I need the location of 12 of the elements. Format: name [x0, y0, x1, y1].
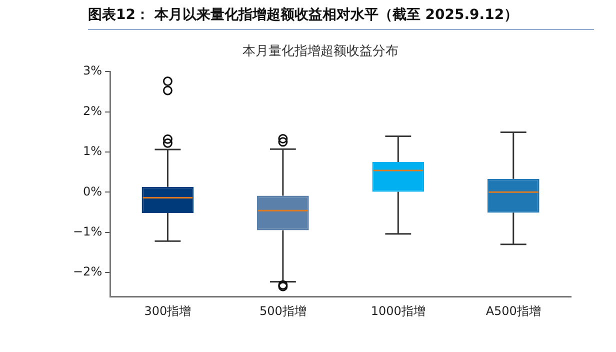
x-tick-label: 500指增	[259, 304, 306, 318]
y-tick-label: 1%	[83, 144, 102, 158]
x-tick-label: A500指增	[486, 304, 541, 318]
y-tick-label: 2%	[83, 104, 102, 118]
x-tick-label: 1000指增	[370, 304, 426, 318]
chart-subtitle: 本月量化指增超额收益分布	[242, 44, 398, 60]
x-tick-label: 300指增	[144, 304, 192, 318]
y-tick-label: −1%	[73, 224, 102, 238]
y-tick-label: 3%	[83, 64, 102, 78]
chart-title: 图表12： 本月以来量化指增超额收益相对水平（截至 2025.9.12）	[88, 6, 594, 30]
y-tick-label: −2%	[73, 264, 102, 279]
y-tick-label: 0%	[83, 184, 102, 198]
